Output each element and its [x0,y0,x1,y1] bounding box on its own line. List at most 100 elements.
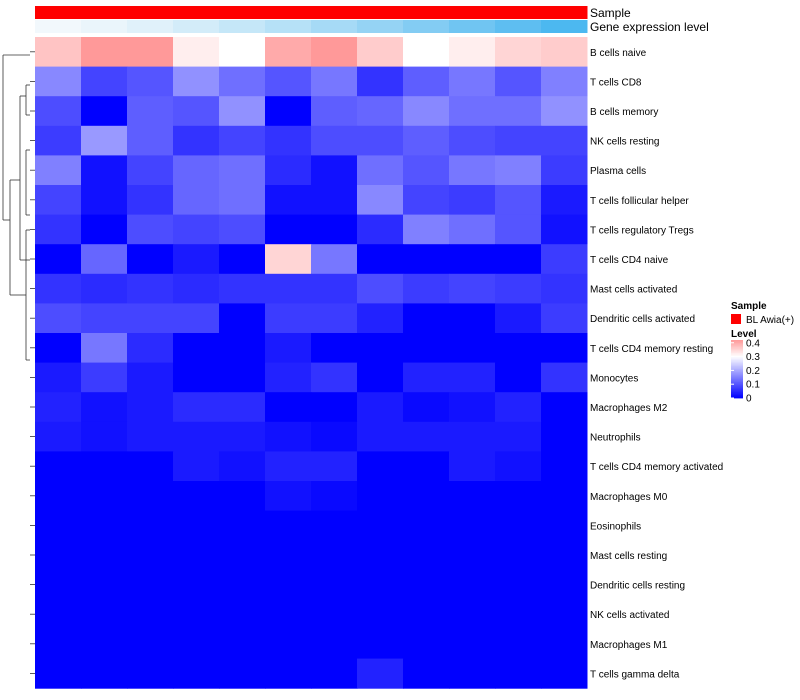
heatmap-cell [219,185,266,216]
annotation-cell-1-1 [35,6,82,19]
heatmap-cell [495,155,542,186]
heatmap-cell [495,421,542,452]
heatmap-cell [311,392,358,423]
heatmap-cell [449,333,496,364]
heatmap-cell [311,125,358,156]
heatmap-cell [495,96,542,127]
legend-gradient-step [731,344,743,347]
annotation-cell-2-5 [219,20,266,33]
heatmap-cell [173,481,220,512]
heatmap-cell [541,214,588,245]
heatmap-cell [541,273,588,304]
heatmap-cell [35,185,82,216]
annotation-cell-1-8 [357,6,404,19]
legend-gradient-step [731,353,743,355]
row-label: NK cells activated [590,610,669,621]
heatmap-cell [449,569,496,600]
heatmap-cell [403,629,450,660]
legend-gradient-step [731,387,743,390]
heatmap-cell [357,599,404,630]
legend-gradient-step [731,345,743,348]
heatmap-cell [35,629,82,660]
legend-gradient-step [731,384,743,387]
heatmap-cell [35,510,82,541]
heatmap-cell [219,303,266,334]
heatmap-cell [495,451,542,482]
legend-gradient-step [731,373,743,376]
legend-tick-label: 0.3 [746,352,760,363]
heatmap-cell [265,629,312,660]
heatmap-cell [357,421,404,452]
heatmap-cell [541,362,588,393]
row-label: Macrophages M0 [590,492,668,503]
heatmap-cell [219,481,266,512]
heatmap-cell [495,185,542,216]
heatmap-cell [541,421,588,452]
heatmap-cell [173,66,220,97]
heatmap-cell [81,244,128,275]
heatmap-cell [403,214,450,245]
heatmap-cell [219,421,266,452]
heatmap-cell [35,362,82,393]
heatmap-cell [219,658,266,689]
row-label: Dendritic cells activated [590,314,695,325]
row-label: Macrophages M2 [590,403,668,414]
heatmap-cell [35,392,82,423]
heatmap-cell [403,125,450,156]
heatmap-cell [35,37,82,68]
legend-gradient-step [731,370,743,373]
legend-gradient-step [731,357,743,360]
heatmap-cell [81,125,128,156]
legend-gradient-step [731,386,743,389]
heatmap-cell [449,510,496,541]
heatmap-cell [403,155,450,186]
heatmap-cell [265,155,312,186]
heatmap-cell [449,451,496,482]
heatmap-cell [357,451,404,482]
heatmap-cell [173,599,220,630]
row-label: Monocytes [590,373,638,384]
heatmap-cell [357,244,404,275]
heatmap-cell [311,540,358,571]
heatmap-cell [541,629,588,660]
heatmap-cell [541,303,588,334]
row-label: T cells CD8 [590,77,642,88]
heatmap-cell [81,273,128,304]
heatmap-cell [311,569,358,600]
row-label: Eosinophils [590,521,641,532]
heatmap-cell [541,599,588,630]
heatmap-cell [81,214,128,245]
annotation-cell-2-10 [449,20,496,33]
heatmap-cell [403,510,450,541]
annotation-cell-2-6 [265,20,312,33]
heatmap-cell [403,66,450,97]
heatmap-cell [173,510,220,541]
heatmap-cell [173,421,220,452]
heatmap-cell [449,362,496,393]
heatmap-cell [449,96,496,127]
legend-gradient-step [731,347,743,350]
heatmap-cell [219,599,266,630]
heatmap-cell [541,244,588,275]
annotation-cell-1-5 [219,6,266,19]
heatmap-cell [541,451,588,482]
heatmap-cell [265,303,312,334]
heatmap-cell [449,66,496,97]
legend-gradient-step [731,367,743,370]
heatmap-cell [35,303,82,334]
row-label: NK cells resting [590,137,659,148]
heatmap-cell [219,214,266,245]
heatmap-cell [127,155,174,186]
heatmap-cell [173,333,220,364]
heatmap-cell [35,125,82,156]
heatmap-cell [173,629,220,660]
heatmap-cell [81,599,128,630]
heatmap-cell [403,658,450,689]
heatmap-cell [81,451,128,482]
row-label: Neutrophils [590,433,641,444]
heatmap-cell [81,658,128,689]
heatmap-cell [219,155,266,186]
legend-tick-label: 0 [746,394,752,405]
heatmap-cell [81,303,128,334]
heatmap-cell [265,481,312,512]
